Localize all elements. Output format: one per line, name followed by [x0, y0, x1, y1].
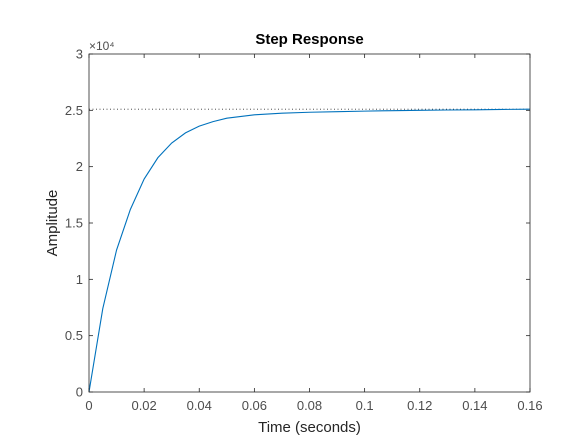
x-tick-label: 0.04 — [187, 398, 212, 413]
y-tick-label: 2.5 — [65, 103, 83, 118]
x-tick-label: 0.16 — [517, 398, 542, 413]
x-tick-label: 0.08 — [297, 398, 322, 413]
x-tick-label: 0.02 — [131, 398, 156, 413]
x-tick-label: 0.1 — [356, 398, 374, 413]
y-axis-label: Amplitude — [44, 190, 61, 257]
y-tick-label: 0.5 — [65, 328, 83, 343]
chart-title: Step Response — [255, 31, 363, 48]
y-tick-label: 0 — [76, 385, 83, 400]
x-tick-label: 0.06 — [242, 398, 267, 413]
y-tick-label: 3 — [76, 47, 83, 62]
y-tick-label: 2 — [76, 159, 83, 174]
plot-area — [89, 54, 530, 392]
x-tick-label: 0.12 — [407, 398, 432, 413]
y-tick-label: 1.5 — [65, 216, 83, 231]
x-tick-label: 0 — [85, 398, 92, 413]
x-tick-label: 0.14 — [462, 398, 487, 413]
series-line — [88, 108, 531, 393]
y-tick-label: 1 — [76, 272, 83, 287]
y-exponent-label: ×10⁴ — [89, 39, 115, 53]
x-axis-label: Time (seconds) — [258, 419, 361, 436]
